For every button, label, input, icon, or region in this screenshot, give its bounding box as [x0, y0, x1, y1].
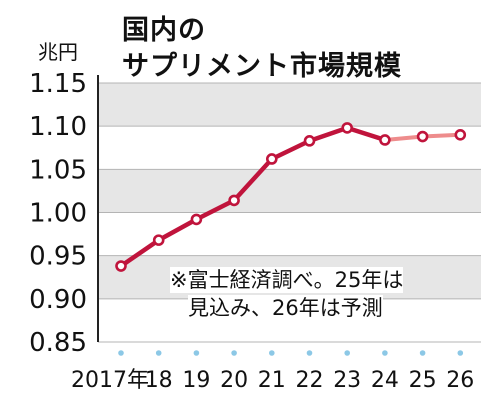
x-tick-label: 20: [220, 368, 248, 393]
x-tick-label: 23: [333, 368, 361, 393]
data-point: [265, 153, 278, 165]
x-tick-label: 25: [409, 368, 437, 393]
data-point: [303, 135, 316, 147]
x-tick-dot: [155, 350, 162, 356]
background-bands: [98, 83, 481, 299]
x-tick-label: 18: [145, 368, 173, 393]
x-tick-label: 24: [371, 368, 399, 393]
x-tick-dot: [306, 350, 313, 356]
y-tick-label: 1.15: [29, 69, 87, 99]
gridlines: [97, 75, 481, 343]
x-tick-dot: [231, 350, 237, 356]
data-point: [115, 260, 127, 272]
x-tick-dot: [344, 350, 351, 356]
actual-line: [119, 125, 386, 268]
data-point: [454, 129, 467, 141]
x-tick-dot: [419, 350, 426, 356]
y-tick-labels: 1.15 1.10 1.05 1.00 0.95 0.90 0.85: [29, 69, 87, 358]
source-note-line-2: 見込み、26年は予測: [188, 295, 383, 321]
x-tick-dot: [118, 350, 124, 356]
data-point: [416, 130, 429, 143]
x-tick-dot: [269, 350, 275, 356]
y-tick-label: 1.00: [29, 199, 87, 229]
data-point: [379, 134, 391, 146]
x-tick-label: 26: [446, 368, 474, 393]
chart-title-line-2: サプリメント市場規模: [122, 51, 402, 82]
x-tick-label: 21: [258, 368, 286, 393]
y-tick-label: 1.10: [29, 112, 87, 142]
x-tick-label: 22: [296, 368, 324, 393]
y-tick-label: 1.05: [29, 155, 87, 185]
x-tick-dot: [193, 350, 200, 356]
y-tick-label: 0.90: [29, 285, 87, 315]
x-tick-label: 19: [182, 368, 210, 393]
chart-title-line-1: 国内の: [122, 15, 206, 46]
data-point: [152, 234, 165, 246]
data-point: [341, 122, 354, 134]
y-tick-label: 0.85: [29, 328, 87, 358]
x-tick-dots: [118, 350, 464, 356]
background-band: [98, 169, 481, 213]
y-tick-label: 0.95: [29, 242, 87, 272]
x-tick-label: 2017年: [71, 368, 149, 393]
source-note-line-1: ※富士経済調べ。25年は: [170, 267, 404, 293]
x-tick-dot: [382, 350, 388, 356]
data-point: [228, 194, 240, 207]
data-point: [190, 213, 203, 226]
markers: [115, 122, 467, 272]
y-axis-unit: 兆円: [38, 40, 78, 64]
background-band: [98, 83, 481, 127]
x-tick-dot: [457, 350, 464, 356]
